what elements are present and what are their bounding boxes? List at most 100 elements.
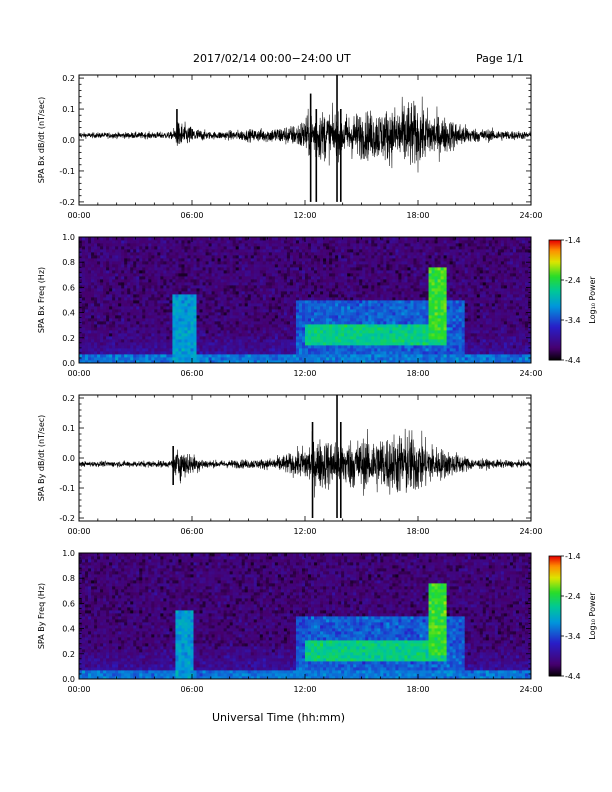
spectrogram-cell (172, 306, 175, 309)
spectrogram-cell (263, 309, 266, 312)
spectrogram-cell (227, 291, 230, 294)
spectrogram-cell (305, 327, 308, 330)
spectrogram-cell (356, 357, 359, 360)
spectrogram-cell (269, 288, 272, 291)
spectrogram-cell (257, 327, 260, 330)
spectrogram-cell (103, 282, 106, 285)
spectrogram-cell (242, 237, 245, 240)
spectrogram-cell (178, 276, 181, 279)
spectrogram-cell (368, 243, 371, 246)
spectrogram-cell (377, 276, 380, 279)
spectrogram-cell (115, 327, 118, 330)
spectrogram-cell (103, 243, 106, 246)
spectrogram-cell (386, 246, 389, 249)
spectrogram-cell (194, 276, 197, 279)
spectrogram-cell (109, 240, 112, 243)
spectrogram-cell (420, 243, 423, 246)
spectrogram-cell (281, 297, 284, 300)
spectrogram-cell (302, 294, 305, 297)
spectrogram-cell (242, 330, 245, 333)
spectrogram-cell (296, 342, 299, 345)
spectrogram-cell (142, 348, 145, 351)
spectrogram-cell (106, 243, 109, 246)
spectrogram-cell (365, 300, 368, 303)
spectrogram-cell (118, 330, 121, 333)
spectrogram-cell (203, 267, 206, 270)
spectrogram-cell (206, 285, 209, 288)
spectrogram-cell (278, 318, 281, 321)
spectrogram-cell (362, 321, 365, 324)
spectrogram-cell (233, 273, 236, 276)
spectrogram-cell (230, 321, 233, 324)
spectrogram-cell (94, 300, 97, 303)
spectrogram-cell (260, 291, 263, 294)
spectrogram-cell (410, 333, 413, 336)
spectrogram-cell (329, 306, 332, 309)
spectrogram-cell (100, 276, 103, 279)
spectrogram-cell (187, 354, 190, 357)
spectrogram-cell (410, 303, 413, 306)
spectrogram-cell (169, 342, 172, 345)
spectrogram-cell (416, 348, 419, 351)
spectrogram-cell (320, 306, 323, 309)
spectrogram-cell (91, 261, 94, 264)
spectrogram-cell (290, 255, 293, 258)
spectrogram-cell (154, 327, 157, 330)
spectrogram-cell (169, 258, 172, 261)
spectrogram-cell (151, 288, 154, 291)
spectrogram-cell (356, 336, 359, 339)
spectrogram-cell (181, 303, 184, 306)
spectrogram-cell (136, 291, 139, 294)
spectrogram-cell (284, 309, 287, 312)
spectrogram-cell (368, 330, 371, 333)
spectrogram-cell (305, 297, 308, 300)
spectrogram-cell (197, 261, 200, 264)
spectrogram-cell (401, 324, 404, 327)
spectrogram-cell (221, 294, 224, 297)
spectrogram-cell (181, 345, 184, 348)
spectrogram-cell (139, 324, 142, 327)
spectrogram-cell (115, 273, 118, 276)
spectrogram-cell (178, 258, 181, 261)
spectrogram-cell (151, 267, 154, 270)
spectrogram-cell (272, 255, 275, 258)
spectrogram-cell (224, 240, 227, 243)
spectrogram-cell (365, 252, 368, 255)
spectrogram-cell (320, 240, 323, 243)
spectrogram-cell (356, 252, 359, 255)
spectrogram-cell (341, 288, 344, 291)
spectrogram-cell (275, 261, 278, 264)
spectrogram-cell (413, 348, 416, 351)
spectrogram-cell (368, 345, 371, 348)
spectrogram-cell (221, 342, 224, 345)
spectrogram-cell (326, 246, 329, 249)
spectrogram-cell (257, 261, 260, 264)
spectrogram-cell (413, 315, 416, 318)
spectrogram-cell (392, 294, 395, 297)
spectrogram-cell (308, 345, 311, 348)
spectrogram-cell (215, 339, 218, 342)
spectrogram-cell (362, 255, 365, 258)
spectrogram-cell (341, 252, 344, 255)
spectrogram-cell (353, 309, 356, 312)
spectrogram-cell (272, 300, 275, 303)
spectrogram-cell (332, 270, 335, 273)
spectrogram-cell (386, 294, 389, 297)
spectrogram-cell (181, 306, 184, 309)
spectrogram-cell (299, 270, 302, 273)
spectrogram-cell (184, 330, 187, 333)
spectrogram-cell (335, 291, 338, 294)
spectrogram-cell (332, 240, 335, 243)
spectrogram-cell (284, 312, 287, 315)
spectrogram-cell (332, 321, 335, 324)
spectrogram-cell (175, 282, 178, 285)
spectrogram-cell (395, 318, 398, 321)
spectrogram-cell (281, 246, 284, 249)
spectrogram-cell (272, 282, 275, 285)
spectrogram-cell (221, 288, 224, 291)
spectrogram-cell (423, 291, 426, 294)
spectrogram-cell (266, 309, 269, 312)
spectrogram-cell (269, 336, 272, 339)
spectrogram-cell (194, 252, 197, 255)
spectrogram-cell (127, 288, 130, 291)
